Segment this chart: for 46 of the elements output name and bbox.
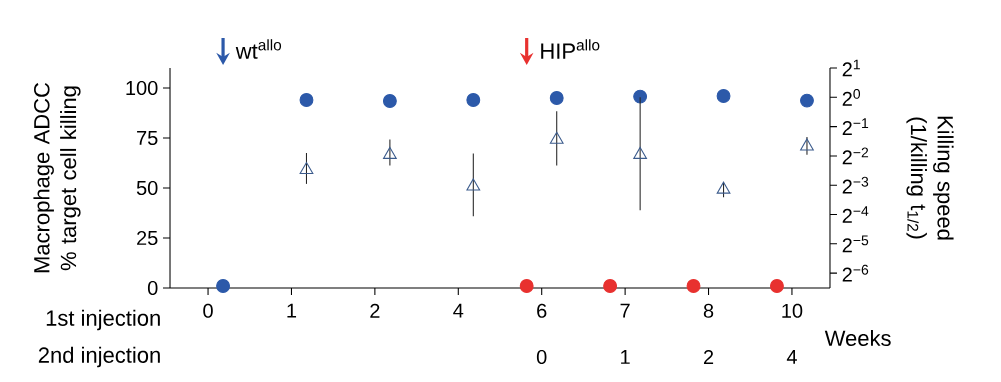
point <box>549 91 564 105</box>
text: 1 <box>621 350 630 364</box>
x-tick-label: 4 <box>453 303 464 318</box>
text: 0 <box>536 349 547 365</box>
point <box>382 94 397 108</box>
point <box>466 178 481 191</box>
x-tick-label: 8 <box>703 303 714 318</box>
y-tick-label: 50 <box>136 180 158 196</box>
y2-tick-label: 2$^{−2}$ <box>842 147 869 165</box>
x-tick-label: 2 <box>370 303 380 318</box>
point <box>633 146 648 159</box>
point <box>299 93 314 107</box>
point <box>299 161 314 175</box>
x-tick-label: 7 <box>620 303 630 318</box>
text: 2 <box>703 350 714 364</box>
point <box>716 89 731 103</box>
point <box>800 138 814 151</box>
y-axis-title: Macrophage ADCC % target cell killing <box>33 82 81 273</box>
x-tick-label: 1 <box>287 303 297 318</box>
x-axis-title: Weeks <box>824 329 891 347</box>
point <box>216 279 230 293</box>
y2-tick-label: 2$^{−4}$ <box>842 206 869 223</box>
y-tick-label: 75 <box>137 131 158 145</box>
y2-tick-label: 2$^{1}$ <box>842 59 860 77</box>
point <box>383 146 397 159</box>
y-tick-label: 25 <box>137 230 158 246</box>
y2-tick-label: 2$^{−6}$ <box>842 264 869 282</box>
text: 1st injection <box>46 309 160 331</box>
point <box>716 181 731 194</box>
point <box>800 93 814 108</box>
text: 4 <box>786 350 797 364</box>
y2-tick-label: 2$^{−1}$ <box>842 118 869 135</box>
x-tick-label: 10 <box>782 303 803 318</box>
point <box>466 93 481 107</box>
y-tick-label: 0 <box>147 280 158 296</box>
y2-tick-label: 2$^{−3}$ <box>842 176 869 194</box>
point <box>633 89 648 104</box>
y-tick-label: 100 <box>126 80 158 96</box>
x-tick-label: 0 <box>203 303 213 318</box>
point <box>549 131 564 144</box>
y2-tick-label: 2$^{0}$ <box>842 88 861 106</box>
x-tick-label: 6 <box>537 303 547 318</box>
text: wt$^{allo}$ <box>235 39 282 59</box>
text: HIP$^{allo}$ <box>541 39 600 59</box>
text: 2nd injection <box>38 346 160 368</box>
y2-tick-label: 2$^{−5}$ <box>842 235 869 253</box>
